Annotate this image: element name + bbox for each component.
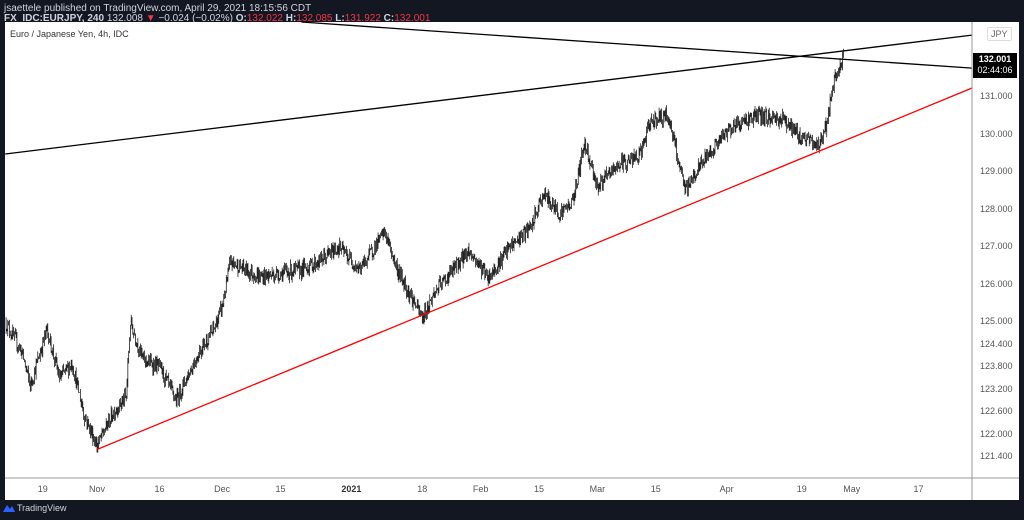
- price-tick: 122.600: [980, 406, 1013, 416]
- price-tick: 123.200: [980, 383, 1013, 394]
- time-tick: 15: [534, 484, 545, 494]
- price-change: −0.024 (−0.02%): [158, 13, 233, 24]
- symbol-name[interactable]: FX_IDC:EURJPY, 240: [4, 13, 105, 24]
- tradingview-logo[interactable]: TradingView: [3, 503, 67, 513]
- tradingview-logo-icon: [3, 505, 15, 512]
- close-label: C:: [383, 13, 395, 24]
- price-tick: 125.000: [980, 316, 1013, 326]
- candles: [5, 48, 844, 453]
- low-value: 131.922: [344, 13, 381, 24]
- price-tick: 123.800: [980, 361, 1013, 371]
- close-value: 132.001: [394, 13, 431, 24]
- price-tick: 128.000: [980, 203, 1013, 214]
- time-tick: May: [843, 484, 861, 494]
- price-tick: 129.000: [980, 166, 1013, 176]
- trend-line: [5, 34, 973, 155]
- current-price-label: 132.001 02:44:06: [973, 53, 1017, 78]
- low-label: L:: [335, 13, 345, 24]
- bar-countdown: 02:44:06: [977, 65, 1013, 75]
- time-tick: 17: [913, 484, 924, 494]
- price-tick: 131.000: [980, 91, 1013, 101]
- trend-lines: [5, 21, 973, 451]
- time-tick: Nov: [88, 484, 106, 494]
- last-price: 132.008: [106, 13, 143, 24]
- time-tick: 15: [275, 484, 286, 494]
- trend-line: [96, 87, 973, 451]
- time-tick: Feb: [472, 484, 489, 494]
- symbol-ohlc-bar: FX_IDC:EURJPY, 240 132.008 ▼ −0.024 (−0.…: [4, 13, 430, 24]
- currency-button[interactable]: JPY: [987, 27, 1012, 41]
- price-tick: 126.000: [980, 278, 1013, 289]
- price-tick: 130.000: [980, 128, 1013, 139]
- triangle-down-icon: ▼: [145, 13, 156, 24]
- open-value: 132.022: [246, 13, 283, 24]
- price-tick: 127.000: [980, 241, 1013, 251]
- high-value: 132.085: [296, 13, 333, 24]
- price-tick: 121.400: [980, 451, 1013, 461]
- time-tick: 19: [796, 484, 807, 494]
- time-tick: 18: [417, 484, 428, 494]
- time-tick: 16: [154, 484, 165, 494]
- time-tick: 15: [650, 484, 661, 494]
- time-tick: Dec: [214, 484, 231, 494]
- current-price: 132.001: [978, 54, 1012, 64]
- time-tick: Mar: [589, 484, 606, 494]
- trend-line: [301, 21, 973, 69]
- time-tick: Apr: [719, 484, 734, 494]
- high-label: H:: [285, 13, 297, 24]
- chart-subtitle: Euro / Japanese Yen, 4h, IDC: [10, 29, 129, 39]
- open-label: O:: [235, 13, 247, 24]
- price-tick: 124.400: [980, 338, 1013, 349]
- chart-panel[interactable]: [5, 22, 1019, 500]
- publish-info: jsaettele published on TradingView.com, …: [4, 3, 312, 14]
- time-tick: 19: [37, 484, 48, 494]
- logo-text: TradingView: [17, 503, 67, 513]
- price-tick: 122.000: [980, 428, 1013, 439]
- time-tick: 2021: [341, 484, 362, 494]
